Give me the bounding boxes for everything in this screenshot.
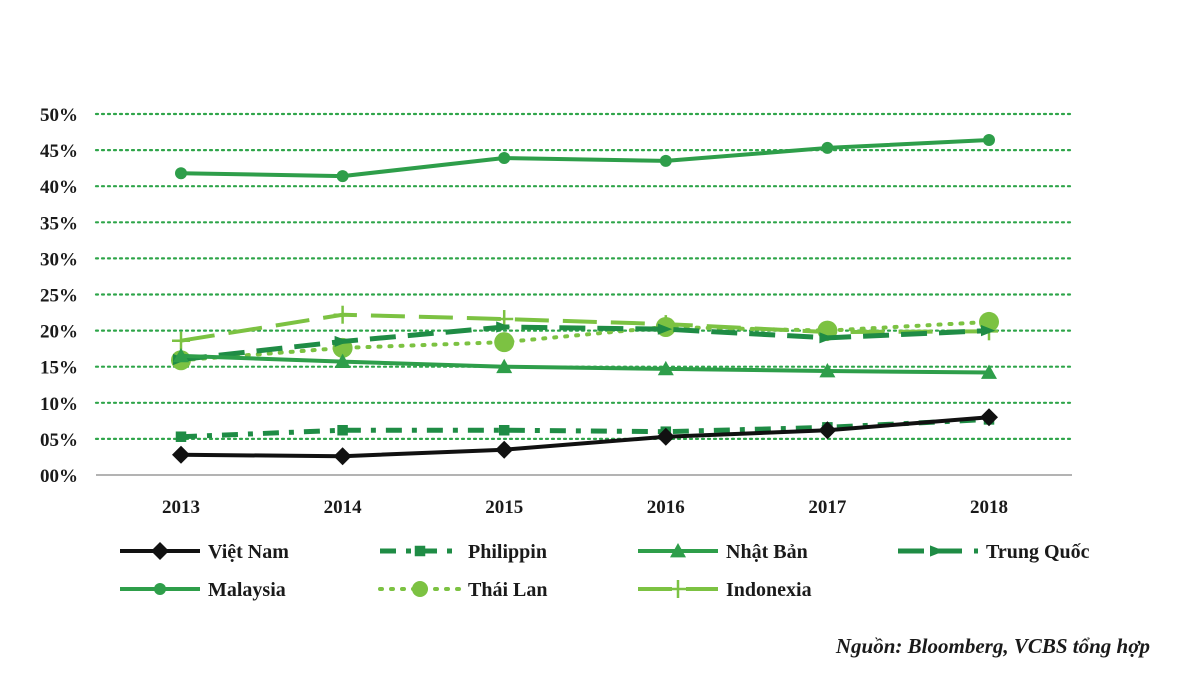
legend-item: Trung Quốc [898,541,1090,563]
y-tick-label: 25% [40,286,78,307]
data-point [980,408,998,427]
data-point [498,424,510,436]
data-point [981,325,996,337]
legend-marker [670,543,686,558]
legend-label: Việt Nam [208,541,289,563]
data-point [172,445,190,464]
y-tick-label: 45% [40,141,78,162]
series-lines [171,133,999,466]
source-note: Nguồn: Bloomberg, VCBS tổng hợp [835,634,1150,658]
legend-marker [669,580,687,598]
y-tick-label: 10% [40,394,78,415]
y-tick-label: 40% [40,177,78,198]
data-point [498,152,511,165]
legend-label: Thái Lan [468,579,547,601]
series-line [180,324,990,362]
data-point [333,447,352,466]
x-tick-label: 2015 [485,497,523,518]
x-tick-label: 2014 [324,497,363,518]
series-line [180,353,990,375]
data-point [819,363,836,378]
data-point [494,332,515,353]
series-line [180,416,990,440]
series-Malaysia [175,133,995,183]
x-tick-label: 2018 [970,497,1008,518]
data-point [337,424,348,436]
data-point [334,335,349,348]
legend-marker [412,581,428,597]
data-point [495,440,514,459]
data-point [657,323,673,335]
gridlines [94,112,1074,440]
x-tick-label: 2013 [162,497,200,518]
data-point [819,332,834,344]
legend-item: Philippin [380,541,547,563]
legend-item: Thái Lan [378,579,547,601]
data-point [818,421,837,440]
x-axis-tick-labels: 2013 2014 2015 2016 2017 2018 [162,497,1008,518]
data-point [983,133,995,146]
legend: Việt Nam Philippin Nhật Bản Trung Quốc Malay… [120,541,1090,601]
series-line [179,319,991,363]
legend-label: Nhật Bản [726,541,808,563]
y-tick-label: 00% [40,466,78,487]
legend-item: Indonexia [638,579,812,601]
y-tick-label: 30% [40,249,78,270]
data-point [172,331,190,350]
data-point [496,358,513,374]
data-point [659,154,672,167]
legend-marker [414,545,426,557]
data-point [496,321,511,333]
y-tick-label: 15% [40,358,78,379]
y-axis-tick-labels: 00% 05% 10% 15% 20% 25% 30% 35% 40% 45% 50% [40,105,78,487]
data-point [657,360,674,376]
y-tick-label: 35% [40,213,78,234]
legend-label: Philippin [468,541,547,563]
legend-item: Malaysia [120,579,286,601]
legend-label: Indonexia [726,579,812,601]
x-tick-label: 2017 [808,497,847,518]
legend-item: Việt Nam [120,541,289,563]
data-point [333,305,352,324]
series-line [180,312,990,343]
data-point [981,364,997,379]
data-point [175,167,187,180]
legend-label: Trung Quốc [986,541,1090,563]
x-tick-label: 2016 [647,497,685,518]
legend-marker [930,545,945,557]
data-point [336,170,349,183]
y-tick-label: 05% [40,430,78,451]
y-tick-label: 50% [40,105,78,126]
legend-item: Nhật Bản [638,541,808,563]
series-Việt Nam [172,408,998,466]
data-point [656,427,675,446]
data-point [173,347,189,363]
legend-label: Malaysia [208,579,286,601]
series-line [180,137,990,179]
y-tick-label: 20% [40,322,78,343]
series-line [180,415,990,459]
data-point [821,141,834,154]
data-point [175,431,187,442]
data-point [334,353,351,369]
legend-marker [151,542,169,560]
series-Nhật Bản [173,347,997,379]
legend-marker [154,583,166,595]
